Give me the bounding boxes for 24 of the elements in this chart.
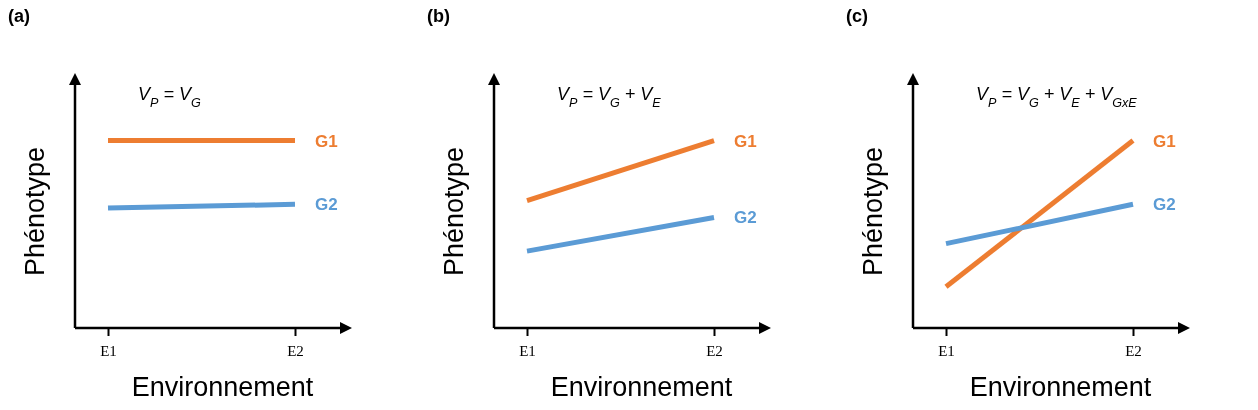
series-label: G2 — [315, 195, 338, 215]
x-tick-label: E2 — [1125, 342, 1142, 359]
series-label: G1 — [315, 131, 338, 151]
series-label: G2 — [1153, 195, 1176, 215]
x-axis-title: Environnement — [131, 372, 314, 402]
series-label: G2 — [734, 208, 757, 228]
series-label: G1 — [734, 131, 757, 151]
chart-title: (b) — [427, 6, 450, 26]
x-tick-label: E1 — [938, 342, 955, 359]
chart-subtitle: V$_{P}$ = V$_{G}$ — [138, 84, 201, 110]
x-tick-label: E2 — [706, 342, 723, 359]
chart-subtitle: V$_{P}$ = V$_{G}$ + V$_{E}$ — [557, 84, 662, 110]
y-axis-title: Phénotype — [858, 146, 888, 277]
y-axis-title: Phénotype — [20, 146, 50, 277]
x-axis-title: Environnement — [969, 372, 1152, 402]
series-label: G1 — [1153, 131, 1176, 151]
x-tick-label: E2 — [287, 342, 304, 359]
x-tick-label: E1 — [100, 342, 117, 359]
x-axis-title: Environnement — [550, 372, 733, 402]
x-tick-label: E1 — [519, 342, 536, 359]
chart-title: (a) — [8, 6, 30, 26]
y-axis-title: Phénotype — [439, 146, 469, 277]
chart-subtitle: V$_{P}$ = V$_{G}$ + V$_{E}$ + V$_{GxE}$ — [976, 84, 1138, 110]
chart-title: (c) — [846, 6, 868, 26]
